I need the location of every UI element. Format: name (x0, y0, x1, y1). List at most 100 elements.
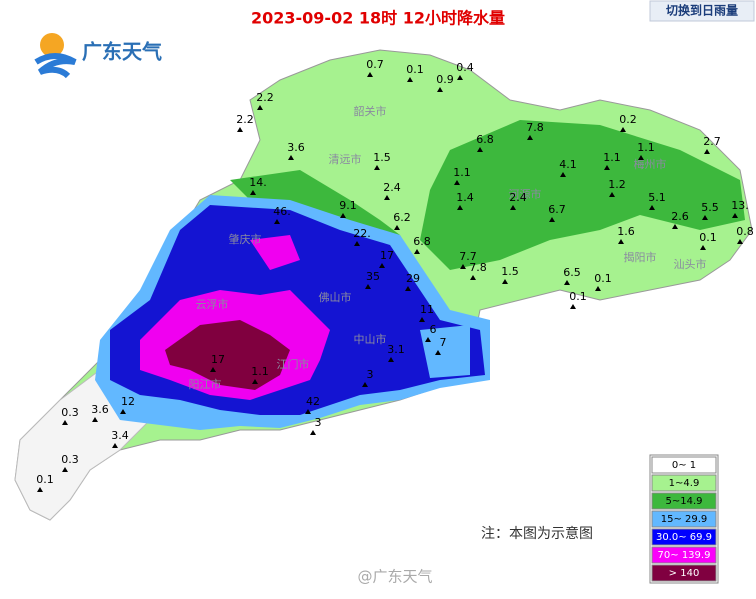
switch-button-label[interactable]: 切换到日雨量 (666, 3, 738, 18)
station-marker (362, 382, 368, 387)
station-value: 0.8 (736, 225, 754, 238)
station-marker (700, 245, 706, 250)
station-marker (37, 487, 43, 492)
station-marker (274, 219, 280, 224)
legend-label: 15~ 29.9 (661, 514, 708, 525)
station-value: 1.1 (453, 166, 471, 179)
station-value: 6.5 (563, 266, 581, 279)
legend-swatch (651, 456, 717, 474)
legend-swatch (651, 474, 717, 492)
station-marker (457, 205, 463, 210)
city-label: 清远市 (329, 152, 362, 166)
station-value: 3 (367, 368, 374, 381)
station-value: 1.1 (603, 151, 621, 164)
station-marker (62, 420, 68, 425)
title: 2023-09-02 18时 12小时降水量 (251, 9, 505, 28)
legend-label: > 140 (669, 568, 700, 579)
station-marker (702, 215, 708, 220)
city-label: 佛山市 (319, 290, 352, 304)
station-value: 7.8 (526, 121, 544, 134)
legend-label: 70~ 139.9 (658, 550, 711, 561)
station-value: 13. (731, 199, 749, 212)
station-marker (620, 127, 626, 132)
station-value: 17 (211, 353, 225, 366)
station-marker (388, 357, 394, 362)
station-marker (470, 275, 476, 280)
station-value: 2.4 (383, 181, 401, 194)
city-label: 汕头市 (674, 257, 707, 271)
station-value: 3.1 (387, 343, 405, 356)
station-marker (305, 409, 311, 414)
station-marker (477, 147, 483, 152)
station-value: 6.8 (476, 133, 494, 146)
station-marker (365, 284, 371, 289)
station-value: 2.4 (509, 191, 527, 204)
station-marker (394, 225, 400, 230)
station-marker (609, 192, 615, 197)
station-value: 3.4 (111, 429, 129, 442)
station-marker (210, 367, 216, 372)
station-value: 29 (406, 272, 420, 285)
station-value: 1.1 (637, 141, 655, 154)
station-marker (407, 77, 413, 82)
station-value: 0.3 (61, 453, 79, 466)
station-value: 3 (315, 416, 322, 429)
station-marker (379, 263, 385, 268)
legend-swatch (651, 546, 717, 564)
switch-button[interactable] (649, 0, 755, 22)
station-marker (704, 149, 710, 154)
station-value: 0.1 (594, 272, 612, 285)
station-marker (460, 264, 466, 269)
city-label: 阳江市 (189, 377, 222, 391)
logo (34, 33, 77, 79)
station-value: 1.6 (617, 225, 635, 238)
station-value: 11 (420, 303, 434, 316)
city-label: 云浮市 (196, 297, 229, 311)
station-value: 17 (380, 249, 394, 262)
logo-text: 广东天气 (82, 40, 162, 64)
station-value: 2.2 (256, 91, 274, 104)
station-value: 0.3 (61, 406, 79, 419)
station-value: 0.7 (366, 58, 384, 71)
station-marker (288, 155, 294, 160)
station-marker (405, 286, 411, 291)
city-label: 韶关市 (354, 104, 387, 118)
station-value: 0.1 (569, 290, 587, 303)
station-marker (527, 135, 533, 140)
station-marker (419, 317, 425, 322)
legend: 0~ 1 1~4.9 5~14.9 15~ 29.9 30.0~ 69.9 70~ 139… (649, 454, 719, 584)
station-value: 3.6 (91, 403, 109, 416)
legend-swatch (651, 510, 717, 528)
green-zone (420, 120, 745, 270)
station-marker (638, 155, 644, 160)
legend-label: 5~14.9 (665, 496, 702, 507)
station-marker (672, 224, 678, 229)
station-value: 5.1 (648, 191, 666, 204)
station-marker (414, 249, 420, 254)
legend-swatch (651, 492, 717, 510)
station-marker (732, 213, 738, 218)
station-value: 22. (353, 227, 371, 240)
station-marker (367, 72, 373, 77)
station-value: 1.4 (456, 191, 474, 204)
station-marker (604, 165, 610, 170)
station-marker (618, 239, 624, 244)
legend-swatch (651, 564, 717, 582)
station-value: 14. (249, 176, 267, 189)
note: 注：本图为示意图 (481, 525, 593, 542)
station-value: 6.7 (548, 203, 566, 216)
maroon-zone (165, 320, 290, 390)
station-marker (120, 409, 126, 414)
station-marker (384, 195, 390, 200)
station-marker (92, 417, 98, 422)
station-value: 7.7 (459, 250, 477, 263)
city-label: 肇庆市 (229, 232, 262, 246)
station-marker (374, 165, 380, 170)
light-blue-zone (420, 325, 470, 378)
station-marker (737, 239, 743, 244)
station-marker (425, 337, 431, 342)
city-label: 中山市 (354, 332, 387, 346)
station-value: 0.9 (436, 73, 454, 86)
station-value: 1.5 (373, 151, 391, 164)
